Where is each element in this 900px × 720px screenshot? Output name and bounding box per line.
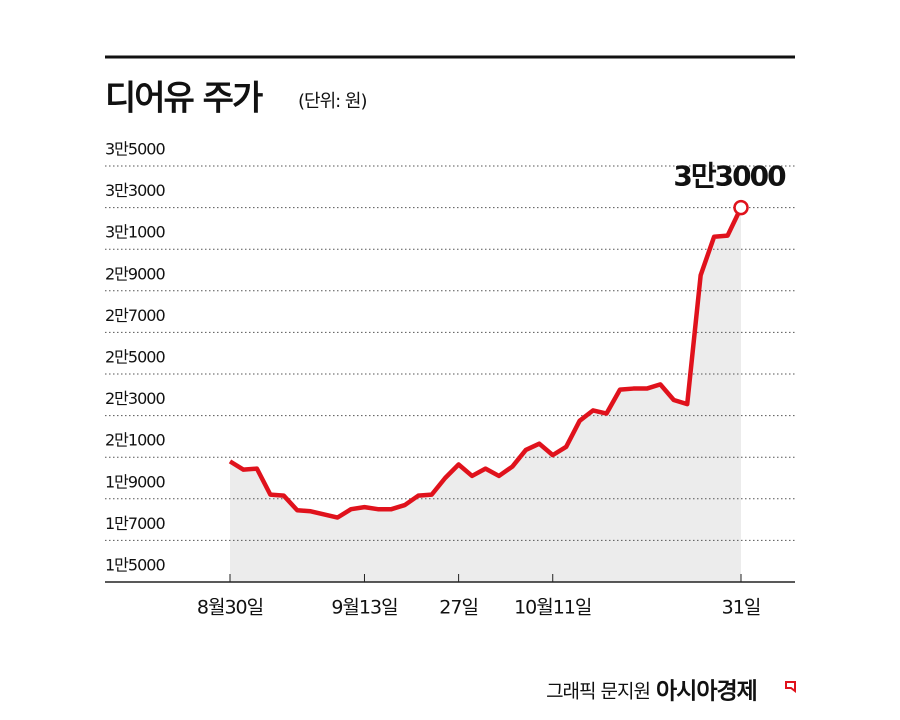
end-marker [733,199,749,216]
y-tick-label: 2만7000 [105,306,165,325]
y-tick-label: 2만5000 [105,348,165,367]
x-tick-label: 10월11일 [514,597,591,619]
chart-subtitle: (단위: 원) [298,91,367,112]
y-tick-label: 2만1000 [105,431,165,450]
x-tick-label: 31일 [722,597,761,619]
x-tick-label: 9월13일 [331,597,397,619]
y-tick-label: 3만1000 [105,223,165,242]
y-tick-label: 2만3000 [105,389,165,408]
area [230,207,741,582]
x-tick-label: 27일 [439,597,478,619]
line [228,206,744,520]
logo-mark [785,681,796,693]
y-tick-label: 1만7000 [105,514,165,533]
credit: 그래픽 문지원 [546,681,650,703]
value-label: 3만3000 [673,160,786,193]
y-tick-label: 2만9000 [105,264,165,283]
y-tick-label: 3만5000 [105,140,165,159]
source: 아시아경제 [656,679,757,705]
y-tick-label: 1만5000 [105,556,165,575]
y-tick-label: 3만3000 [105,181,165,200]
x-tick-label: 8월30일 [197,597,263,619]
chart-title: 디어유 주가 [105,79,263,119]
y-tick-label: 1만9000 [105,472,165,491]
